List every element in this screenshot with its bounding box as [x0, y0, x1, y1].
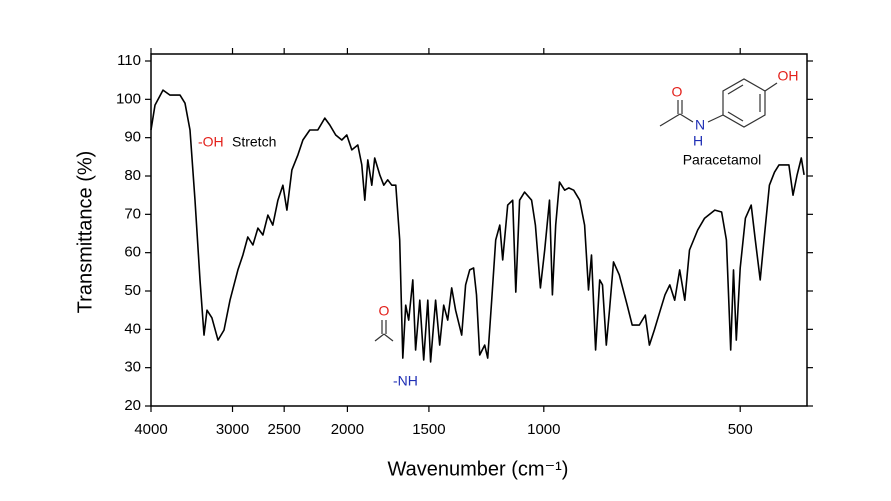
spectrum-line: [150, 89, 805, 363]
atom-label: N: [695, 117, 705, 133]
y-tick-label: 20: [124, 397, 141, 414]
x-tick-label: 2000: [331, 421, 364, 438]
atom-label: OH: [778, 68, 799, 84]
y-tick-label: 90: [124, 129, 141, 146]
y-axis-label: Transmittance (%): [74, 151, 96, 314]
x-tick-label: 2500: [267, 421, 300, 438]
annotation: -NH: [393, 373, 418, 389]
y-tick-label: 50: [124, 282, 141, 299]
carbonyl-glyph: [374, 320, 394, 342]
annotation: -OH: [198, 134, 224, 150]
annotation: Stretch: [232, 134, 276, 150]
molecule-structure: [659, 78, 778, 128]
molecule-name: Paracetamol: [683, 152, 762, 168]
y-tick-label: 100: [116, 90, 141, 107]
y-tick-label: 30: [124, 359, 141, 376]
y-tick-label: 70: [124, 205, 141, 222]
x-tick-label: 4000: [134, 421, 167, 438]
atom-label: H: [693, 133, 703, 149]
y-tick-label: 110: [117, 52, 141, 69]
x-tick-label: 1500: [412, 421, 445, 438]
x-tick-label: 3000: [216, 421, 249, 438]
x-tick-label: 500: [728, 421, 753, 438]
y-tick-label: 80: [124, 167, 141, 184]
atom-label: O: [672, 84, 683, 100]
y-tick-label: 40: [124, 320, 141, 337]
x-tick-label: 1000: [527, 421, 560, 438]
x-axis-label: Wavenumber (cm⁻¹): [388, 458, 569, 480]
y-tick-label: 60: [124, 244, 141, 261]
plot-frame: [150, 53, 808, 407]
annotation: O: [379, 303, 390, 319]
